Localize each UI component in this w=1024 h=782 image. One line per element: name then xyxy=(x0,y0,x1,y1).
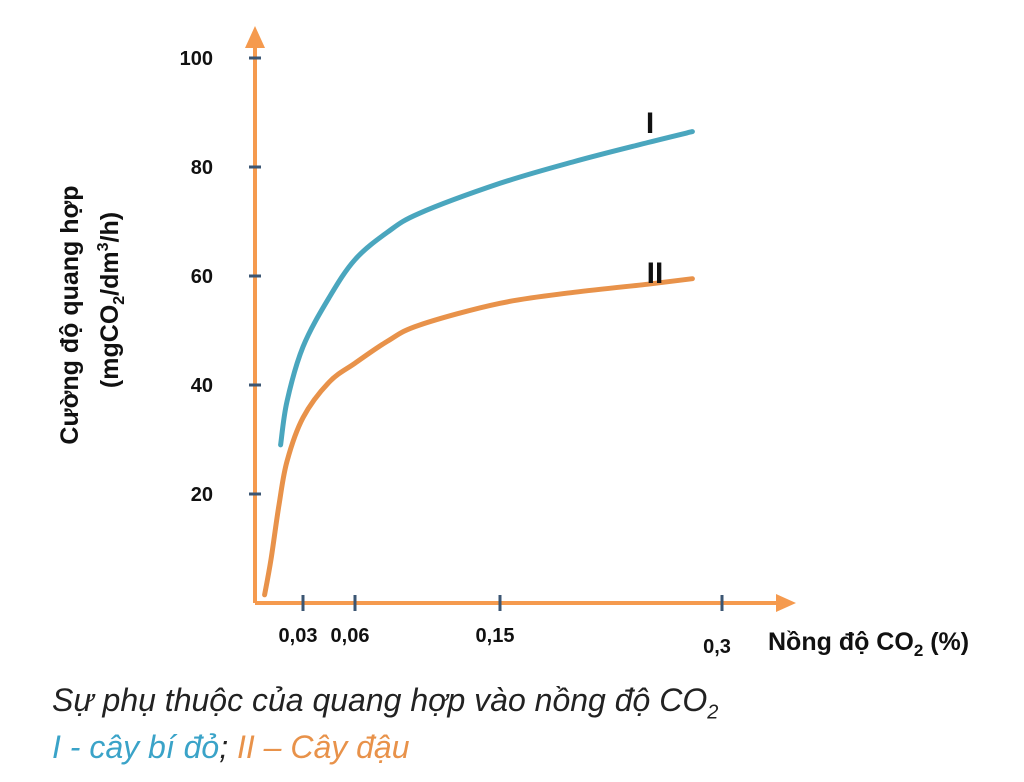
y-tick-label-40: 40 xyxy=(191,375,213,397)
y-axis-title-line2: (mgCO2/dm3/h) xyxy=(95,212,128,388)
caption-title-subscript: 2 xyxy=(707,701,719,724)
series-line-I xyxy=(278,129,695,448)
series-line-II xyxy=(262,276,695,598)
x-axis-title-subscript: 2 xyxy=(914,641,923,660)
series-lines xyxy=(262,129,695,598)
caption-title: Sự phụ thuộc của quang hợp vào nồng độ C… xyxy=(52,682,718,724)
y-axis-title-part-1: 2 xyxy=(111,296,128,305)
y-axis-title-part-4: /h) xyxy=(96,212,124,243)
caption-legend-series-1: I - cây bí đỏ xyxy=(52,729,220,765)
x-axis-title-main: Nồng độ CO xyxy=(768,628,914,656)
y-tick-label-100: 100 xyxy=(180,48,213,70)
y-tick-label-80: 80 xyxy=(191,157,213,179)
axes xyxy=(245,26,796,612)
x-axis-title-suffix: (%) xyxy=(923,628,969,656)
x-tick-label-0,3: 0,3 xyxy=(703,636,731,658)
x-axis-arrow xyxy=(776,594,796,612)
caption-legend-series-2: II – Cây đậu xyxy=(236,729,410,765)
y-axis-arrow xyxy=(245,26,265,48)
caption-title-main: Sự phụ thuộc của quang hợp vào nồng độ C… xyxy=(52,682,708,718)
y-axis-title-part-3: 3 xyxy=(95,242,112,251)
caption-legend: I - cây bí đỏ; II – Cây đậu xyxy=(52,729,410,766)
y-tick-label-60: 60 xyxy=(191,266,213,288)
x-tick-label-0,06: 0,06 xyxy=(331,625,370,647)
y-axis-title-part-0: (mgCO xyxy=(96,305,124,388)
ticks xyxy=(249,56,724,611)
series-label-I: I xyxy=(646,107,654,140)
y-axis-title-part-2: /dm xyxy=(96,251,124,295)
x-tick-label-0,03: 0,03 xyxy=(279,625,318,647)
series-label-II: II xyxy=(647,257,664,290)
caption-legend-separator: ; xyxy=(219,729,237,765)
y-axis-title: Cường độ quang hợp (mgCO2/dm3/h) xyxy=(56,185,128,444)
x-axis-title: Nồng độ CO2 (%) xyxy=(768,628,969,660)
y-tick-label-20: 20 xyxy=(191,484,213,506)
y-axis-title-line1: Cường độ quang hợp xyxy=(56,185,84,444)
x-tick-label-0,15: 0,15 xyxy=(476,625,515,647)
